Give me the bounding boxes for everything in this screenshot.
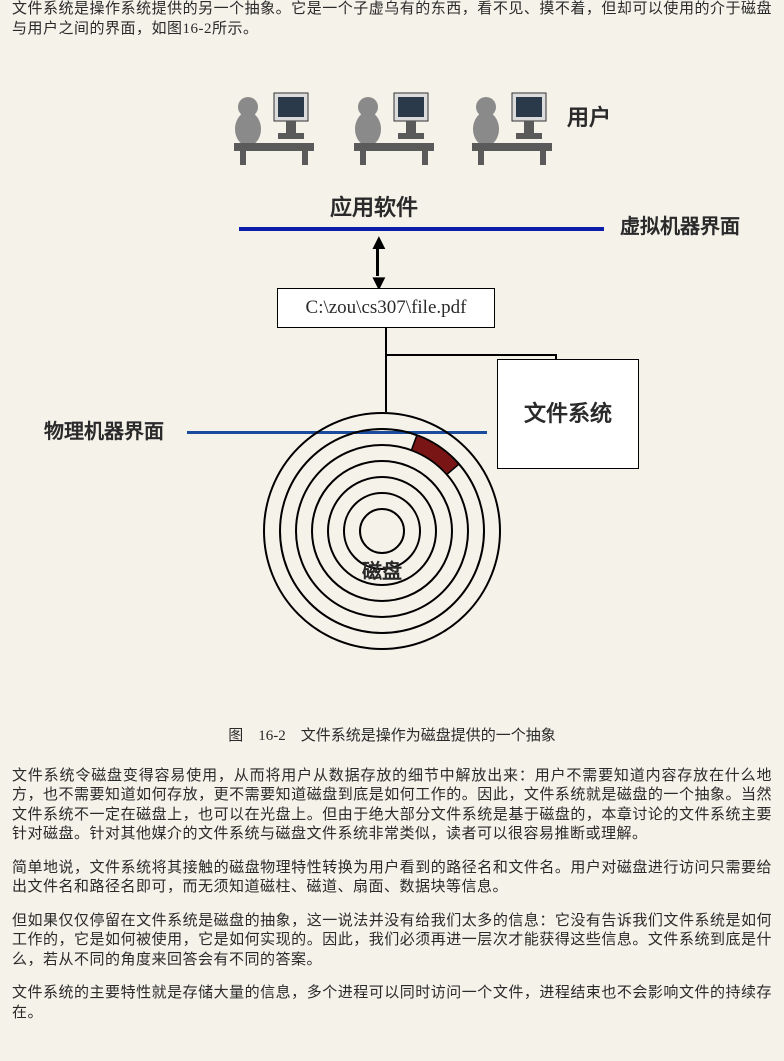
paragraph-2: 文件系统令磁盘变得容易使用，从而将用户从数据存放的细节中解放出来：用户不需要知道… (12, 767, 772, 845)
figure-caption: 图 16-2 文件系统是操作为磁盘提供的一个抽象 (12, 727, 772, 747)
label-disk: 磁盘 (362, 559, 402, 585)
connector-vert-2 (385, 354, 387, 412)
paragraph-5: 文件系统的主要特性就是存储大量的信息，多个进程可以同时访问一个文件，进程结束也不… (12, 984, 772, 1023)
paragraph-3: 简单地说，文件系统将其接触的磁盘物理特性转换为用户看到的路径名和文件名。用户对磁… (12, 859, 772, 898)
user-icon (222, 79, 322, 169)
user-icon (342, 79, 442, 169)
vm-interface-line (239, 227, 604, 231)
paragraph-intro: 文件系统是操作系统提供的另一个抽象。它是一个子虚乌有的东西，看不见、摸不着，但却… (12, 0, 772, 39)
label-app: 应用软件 (330, 194, 418, 223)
filepath-text: C:\zou\cs307\file.pdf (306, 296, 467, 321)
label-vm-interface: 虚拟机器界面 (620, 214, 740, 240)
label-user: 用户 (567, 104, 611, 133)
figure-16-2: 用户 应用软件 虚拟机器界面 ▲ ▼ C:\zou\cs307\file.pdf… (12, 59, 772, 719)
connector-vert-1 (385, 328, 387, 356)
user-icon (460, 79, 560, 169)
label-phys-interface: 物理机器界面 (44, 419, 164, 445)
filesystem-text: 文件系统 (524, 400, 612, 429)
connector-horiz (385, 354, 557, 356)
disk-icon (262, 411, 502, 651)
filesystem-box: 文件系统 (497, 359, 639, 469)
paragraph-4: 但如果仅仅停留在文件系统是磁盘的抽象，这一说法并没有给我们太多的信息：它没有告诉… (12, 912, 772, 971)
arrow-updown-icon: ▲ ▼ (368, 235, 386, 289)
filepath-box: C:\zou\cs307\file.pdf (277, 288, 495, 328)
